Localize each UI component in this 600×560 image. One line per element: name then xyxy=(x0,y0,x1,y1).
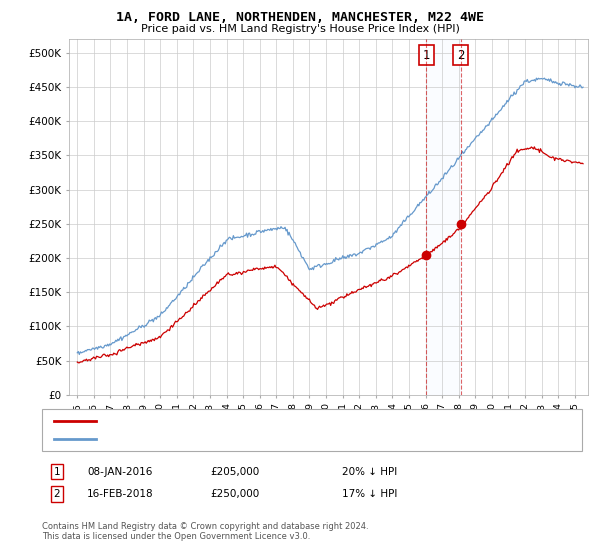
Text: 20% ↓ HPI: 20% ↓ HPI xyxy=(342,466,397,477)
Text: Contains HM Land Registry data © Crown copyright and database right 2024.
This d: Contains HM Land Registry data © Crown c… xyxy=(42,522,368,542)
Text: 1A, FORD LANE, NORTHENDEN, MANCHESTER,  M22 4WE (detached house): 1A, FORD LANE, NORTHENDEN, MANCHESTER, M… xyxy=(102,417,472,426)
Text: 17% ↓ HPI: 17% ↓ HPI xyxy=(342,489,397,499)
Text: HPI: Average price, detached house, Manchester: HPI: Average price, detached house, Manc… xyxy=(102,434,340,444)
Text: 08-JAN-2016: 08-JAN-2016 xyxy=(87,466,152,477)
Text: 1A, FORD LANE, NORTHENDEN, MANCHESTER, M22 4WE: 1A, FORD LANE, NORTHENDEN, MANCHESTER, M… xyxy=(116,11,484,24)
Text: 2: 2 xyxy=(53,489,61,499)
Text: Price paid vs. HM Land Registry's House Price Index (HPI): Price paid vs. HM Land Registry's House … xyxy=(140,24,460,34)
Text: 1: 1 xyxy=(422,49,430,62)
Text: 16-FEB-2018: 16-FEB-2018 xyxy=(87,489,154,499)
Text: £250,000: £250,000 xyxy=(210,489,259,499)
Text: £205,000: £205,000 xyxy=(210,466,259,477)
Text: 1: 1 xyxy=(53,466,61,477)
Text: 2: 2 xyxy=(457,49,464,62)
Bar xyxy=(427,39,461,395)
